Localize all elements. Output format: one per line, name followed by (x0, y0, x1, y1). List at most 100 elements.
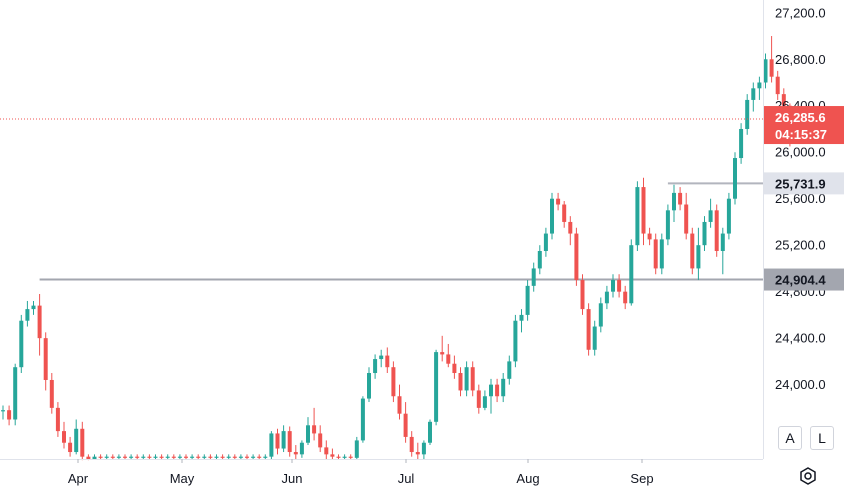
candle-body (745, 99, 750, 129)
candle-body (98, 456, 103, 458)
candle (702, 216, 707, 251)
candle-body (25, 309, 30, 321)
candle (586, 303, 591, 356)
x-tick-label: Jul (398, 471, 415, 486)
candle (403, 402, 408, 443)
candle-body (104, 456, 109, 458)
candle-body (586, 309, 591, 350)
candle (775, 70, 780, 100)
candle-body (80, 428, 85, 457)
candle-series (1, 36, 792, 461)
candle (415, 442, 420, 459)
candle-body (354, 440, 359, 458)
candle (74, 419, 79, 455)
candle (171, 454, 176, 459)
candle (312, 407, 317, 441)
candle (281, 425, 286, 453)
candle (232, 454, 237, 459)
candle-body (525, 285, 530, 315)
price-tags: 25,731.9 24,904.4 26,285.6 04:15:37 (764, 106, 844, 291)
candle (592, 320, 597, 356)
candle (7, 405, 12, 426)
candle-body (49, 379, 54, 408)
candle-body (769, 59, 774, 77)
candle-body (336, 456, 341, 458)
candle (129, 454, 134, 459)
candle (184, 454, 188, 459)
candle-body (202, 456, 207, 458)
candle-body (702, 221, 707, 246)
candle-body (403, 413, 408, 437)
candle-body (13, 367, 18, 420)
candle (373, 354, 378, 379)
candle-body (592, 326, 597, 350)
log-scale-button[interactable]: L (810, 426, 834, 450)
candle-body (184, 456, 188, 458)
candle (690, 227, 695, 275)
candle (525, 280, 530, 321)
candle (684, 192, 689, 240)
candle-body (275, 433, 280, 449)
candle (287, 426, 292, 457)
candle-body (7, 410, 12, 420)
time-axis: Apr May Jun Jul Aug Sep (68, 459, 654, 486)
candle-body (665, 210, 670, 240)
candle-body (556, 198, 561, 205)
candle (446, 343, 451, 368)
candle-body (342, 456, 347, 458)
candle-body (141, 456, 146, 458)
candle (104, 454, 109, 459)
candle (452, 355, 457, 379)
candle-body (153, 456, 158, 458)
candle (696, 227, 701, 281)
candle-body (238, 456, 243, 458)
candle (562, 201, 567, 228)
candle-body (415, 452, 420, 455)
candle-body (641, 187, 646, 234)
candle (458, 367, 463, 397)
candle-body (165, 456, 170, 458)
level-price-tag (764, 268, 844, 291)
candle (159, 454, 164, 459)
candle (489, 378, 493, 414)
candle (678, 187, 683, 211)
settings-gear-icon[interactable] (796, 464, 820, 488)
candle-body (1, 410, 5, 412)
candle-body (672, 192, 676, 211)
candle-body (726, 198, 731, 234)
candle-body (220, 456, 225, 458)
candle-body (757, 82, 762, 89)
candle-body (428, 421, 432, 443)
candle (62, 421, 66, 449)
candle (80, 421, 85, 461)
candle (556, 192, 561, 211)
candle (92, 454, 97, 459)
candle (385, 347, 390, 374)
candle (531, 262, 536, 292)
candle-body (574, 233, 579, 281)
candle-body (55, 407, 60, 432)
candle (763, 53, 768, 89)
candle-body (116, 456, 121, 458)
candle-body (659, 239, 664, 269)
candle-body (135, 456, 140, 458)
candle (672, 184, 676, 222)
auto-scale-button[interactable]: A (778, 426, 802, 450)
candle-body (519, 314, 524, 321)
x-tick-label: Apr (68, 471, 89, 486)
candle-body (190, 456, 195, 458)
candle-body (684, 204, 689, 234)
candle-body (110, 456, 115, 458)
candle (421, 440, 426, 459)
candle (641, 177, 646, 246)
candle-body (74, 428, 79, 453)
y-tick-label: 27,200.0 (775, 5, 826, 20)
candle (43, 332, 48, 391)
y-tick-label: 26,000.0 (775, 145, 826, 160)
candle-body (434, 352, 439, 422)
candle-body (245, 456, 249, 458)
candle (519, 309, 524, 333)
candle (507, 355, 512, 385)
candle-body (62, 431, 66, 443)
